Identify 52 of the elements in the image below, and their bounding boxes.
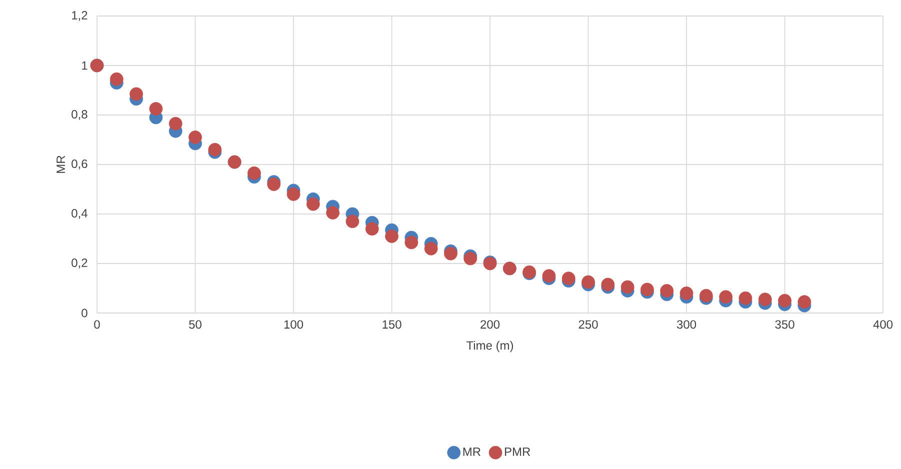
point [168,116,182,130]
point [248,166,261,180]
point [719,290,733,304]
point [385,230,398,243]
x-tick-label: 200 [480,320,500,329]
x-tick-label: 50 [189,320,202,329]
x-tick-label: 300 [676,320,696,329]
point [680,286,694,300]
x-tick-label: 150 [382,320,402,329]
point [188,130,202,144]
x-tick-label: 0 [94,320,100,329]
point [601,278,615,292]
point [562,272,576,286]
point [424,242,438,256]
y-tick-label: 0,8 [72,110,88,120]
y-tick-label: 0 [82,308,88,318]
point [267,178,281,191]
legend-label: MR [463,448,480,456]
point [542,269,556,283]
x-tick-label: 250 [578,320,598,329]
point [208,142,222,156]
legend-label: PMR [504,448,530,456]
point [620,280,634,294]
point [464,252,478,266]
point [660,284,674,298]
point [365,222,379,236]
x-tick-label: 400 [873,320,893,329]
point [404,236,418,250]
y-axis-title: MR [56,156,65,173]
y-tick-label: 1,2 [72,11,88,21]
point [326,206,340,220]
point [306,197,320,211]
point [699,288,713,302]
y-tick-label: 0,2 [72,258,88,268]
point [582,275,595,289]
x-tick-label: 350 [775,320,794,329]
point [778,294,792,308]
point [798,295,812,309]
x-tick-label: 100 [284,320,304,329]
y-tick-label: 1 [82,61,88,70]
point [444,246,458,260]
y-tick-label: 0,6 [72,160,88,170]
point [738,291,752,305]
point [286,188,300,201]
x-axis-title: Time (m) [466,340,514,352]
point [130,87,143,101]
point [758,292,772,306]
point [110,72,124,86]
point [149,102,163,116]
y-tick-label: 0,4 [72,209,88,219]
point [346,214,360,228]
point [640,282,654,296]
